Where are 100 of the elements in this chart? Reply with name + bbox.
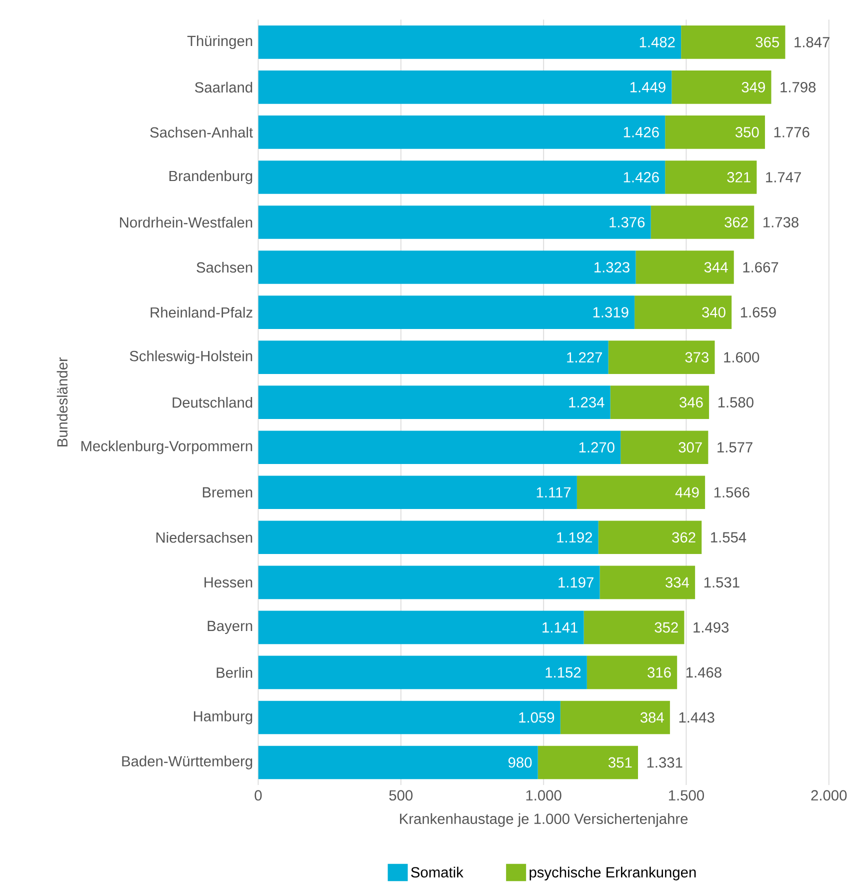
x-tick-label: 1.500 [668, 790, 704, 801]
total-label: 1.577 [717, 442, 752, 452]
y-tick-label: Saarland [194, 82, 252, 93]
bar [680, 26, 786, 59]
y-tick-label: Mecklenburg-Vorpommern [81, 440, 252, 454]
data-label: 1.376 [610, 217, 644, 228]
y-tick-label: Hessen [204, 577, 252, 588]
total-label: 1.554 [710, 532, 746, 543]
bar [610, 386, 709, 419]
data-label: 1.152 [546, 667, 580, 678]
total-label: 1.798 [780, 82, 816, 92]
bar [672, 70, 772, 104]
data-label: 1.192 [557, 532, 592, 543]
bar [584, 610, 684, 644]
data-label: 365 [756, 36, 779, 48]
bar [258, 340, 608, 374]
data-label: 321 [727, 172, 750, 182]
data-label: 351 [608, 757, 632, 768]
bar [258, 26, 681, 59]
y-tick-label: Deutschland [172, 396, 252, 408]
legend-label: psychische Erkrankungen [530, 866, 696, 880]
data-label: 1.323 [594, 262, 630, 272]
data-label: 449 [675, 487, 699, 498]
data-label: 362 [724, 217, 748, 228]
bar [258, 476, 577, 510]
data-label: 307 [678, 442, 702, 453]
bar [665, 116, 765, 149]
data-label: 1.234 [569, 397, 604, 408]
bar [600, 566, 695, 600]
data-label: 352 [654, 622, 678, 633]
bar [258, 296, 634, 329]
x-tick-label: 2.000 [811, 790, 847, 801]
y-tick-label: Nordrhein-Westfalen [120, 216, 252, 228]
data-label: 340 [702, 307, 726, 318]
data-label: 1.426 [624, 127, 659, 138]
y-tick-label: Berlin [216, 667, 252, 678]
total-label: 1.747 [766, 172, 801, 182]
x-tick-label: 1.000 [526, 790, 562, 801]
y-tick-label: Bayern [208, 620, 252, 634]
bar [560, 700, 670, 734]
y-tick-label: Sachsen-Anhalt [150, 126, 253, 138]
bar [576, 476, 705, 510]
bar [665, 160, 757, 194]
data-label: 334 [665, 577, 689, 588]
data-label: 1.482 [640, 36, 675, 48]
data-label: 1.319 [593, 307, 628, 318]
data-label: 373 [685, 352, 708, 362]
data-label: 316 [647, 667, 671, 678]
total-label: 1.443 [679, 712, 714, 723]
bar [650, 206, 754, 239]
bar [258, 746, 538, 780]
total-label: 1.600 [724, 352, 760, 362]
bar [258, 116, 665, 149]
data-label: 1.117 [536, 487, 570, 498]
bar [608, 340, 715, 374]
data-label: 362 [672, 532, 696, 543]
total-label: 1.566 [714, 487, 750, 498]
bar [258, 656, 587, 690]
y-tick-label: Bremen [202, 487, 252, 498]
bar [634, 296, 732, 329]
data-label: 384 [640, 712, 664, 723]
bar [258, 206, 651, 239]
total-label: 1.659 [740, 307, 776, 318]
y-tick-label: Brandenburg [169, 170, 252, 184]
total-label: 1.468 [686, 667, 722, 678]
data-label: 1.141 [542, 622, 578, 632]
data-label: 1.449 [630, 82, 666, 92]
bar [636, 250, 734, 284]
y-tick-label: Hamburg [194, 710, 252, 724]
total-label: 1.667 [743, 262, 778, 272]
y-tick-label: Baden-Württemberg [122, 756, 252, 770]
y-tick-label: Sachsen [196, 262, 252, 273]
data-label: 350 [735, 127, 759, 138]
total-label: 1.331 [647, 757, 682, 768]
data-label: 1.227 [567, 352, 602, 362]
total-label: 1.776 [774, 127, 810, 138]
total-label: 1.847 [794, 36, 830, 48]
bar [258, 566, 600, 600]
y-axis-title: Bundesländer [56, 357, 68, 446]
legend-label: Somatik [410, 866, 464, 878]
x-tick-label: 500 [389, 790, 412, 801]
x-axis-title: Krankenhaustage je 1.000 Versichertenjahre [400, 813, 688, 827]
data-label: 1.426 [624, 172, 659, 182]
data-label: 1.270 [579, 442, 614, 453]
x-tick-label: 0 [254, 790, 262, 801]
y-tick-label: Rheinland-Pfalz [150, 306, 252, 318]
data-label: 980 [508, 757, 532, 768]
y-tick-label: Thüringen [187, 35, 252, 50]
total-label: 1.580 [718, 397, 754, 408]
y-tick-label: Niedersachsen [156, 532, 252, 543]
bar [620, 430, 708, 464]
data-label: 1.197 [558, 577, 594, 588]
bar [258, 610, 584, 644]
bar [258, 250, 636, 284]
bar [258, 70, 672, 104]
y-tick-label: Schleswig-Holstein [130, 350, 252, 364]
bar [258, 386, 610, 419]
data-label: 349 [742, 82, 765, 92]
total-label: 1.531 [704, 577, 740, 588]
bar [538, 746, 638, 780]
